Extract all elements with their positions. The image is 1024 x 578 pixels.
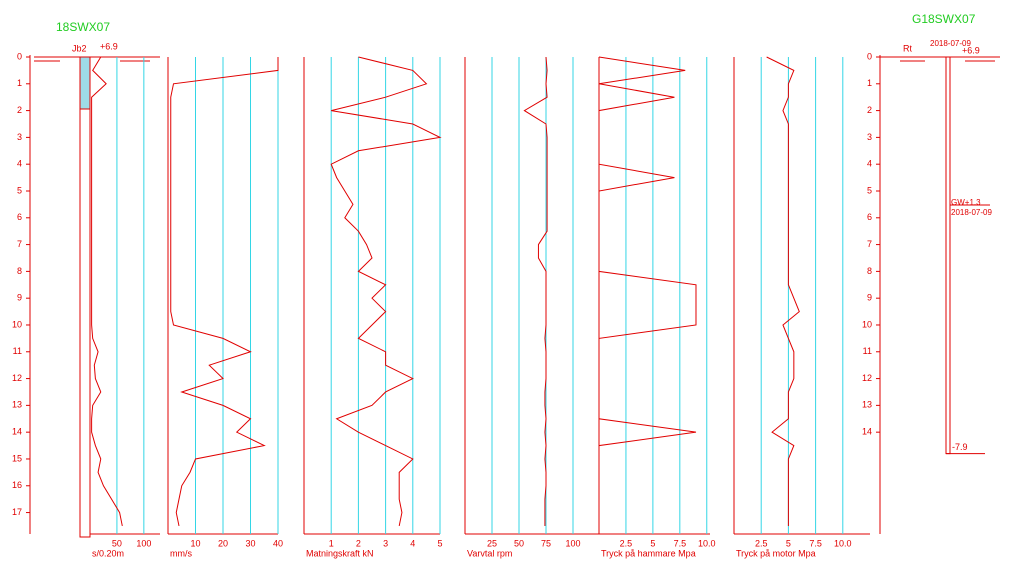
x-tick-label: 30 [245, 538, 255, 548]
ground-lines [34, 56, 1000, 538]
title-right: G18SWX07 [912, 12, 976, 26]
depth-tick-label: 6 [867, 212, 872, 222]
trace [91, 56, 123, 527]
depth-tick-label: 0 [17, 51, 22, 61]
x-tick-label: 1 [329, 538, 334, 548]
depth-tick-label: 4 [17, 159, 22, 169]
depth-tick-label: 11 [13, 346, 22, 356]
trace [523, 56, 548, 526]
x-tick-label: 5 [437, 538, 442, 548]
x-axis-label: Tryck på motor Mpa [736, 548, 816, 558]
depth-tick-label: 13 [862, 400, 872, 410]
x-tick-label: 75 [541, 538, 551, 548]
x-tick-label: 40 [273, 538, 283, 548]
x-tick-label: 4 [410, 538, 415, 548]
x-tick-label: 5 [786, 538, 791, 548]
level-label: +6.9 [100, 41, 118, 51]
depth-tick-label: 9 [867, 293, 872, 303]
depth-tick-label: 17 [12, 507, 22, 517]
x-tick-label: 7.5 [674, 538, 687, 548]
depth-tick-label: 11 [863, 346, 872, 356]
depth-tick-label: 3 [17, 132, 22, 142]
method-label: Rt [903, 43, 912, 53]
trace [766, 56, 800, 526]
x-tick-label: 25 [487, 538, 497, 548]
title-left: 18SWX07 [56, 20, 110, 34]
depth-tick-label: 7 [17, 239, 22, 249]
trace [330, 56, 442, 527]
x-axis-label: mm/s [170, 548, 192, 558]
depth-tick-label: 12 [12, 373, 22, 383]
depth-tick-label: 1 [17, 78, 22, 88]
depth-tick-label: 7 [867, 239, 872, 249]
bottom-label: -7.9 [952, 442, 968, 452]
depth-tick-label: 12 [862, 373, 872, 383]
method-label: Jb2 [72, 43, 87, 53]
x-tick-label: 20 [218, 538, 228, 548]
borehole-column [945, 56, 951, 455]
x-tick-label: 10 [190, 538, 200, 548]
trace [598, 56, 697, 526]
depth-tick-label: 13 [12, 400, 22, 410]
x-tick-label: 2.5 [755, 538, 768, 548]
depth-tick-label: 8 [867, 266, 872, 276]
depth-tick-label: 16 [12, 480, 22, 490]
x-tick-label: 50 [514, 538, 524, 548]
depth-tick-label: 6 [17, 212, 22, 222]
depth-tick-label: 15 [12, 453, 22, 463]
depth-tick-label: 2 [17, 105, 22, 115]
gw-label: GW+1.3 [951, 198, 981, 207]
depth-tick-label: 4 [867, 159, 872, 169]
trace [170, 57, 279, 527]
depth-tick-label: 0 [867, 51, 872, 61]
x-axis-label: s/0.20m [92, 548, 124, 558]
date-label: 2018-07-09 [930, 39, 971, 48]
x-tick-label: 2.5 [620, 538, 633, 548]
depth-tick-label: 10 [12, 319, 22, 329]
x-tick-label: 7.5 [809, 538, 822, 548]
x-axis-label: Tryck på hammare Mpa [601, 548, 696, 558]
x-tick-label: 5 [650, 538, 655, 548]
x-tick-label: 10.0 [834, 538, 852, 548]
depth-tick-label: 14 [12, 427, 22, 437]
gw-date: 2018-07-09 [951, 208, 992, 217]
depth-tick-label: 9 [17, 293, 22, 303]
depth-tick-label: 2 [867, 105, 872, 115]
level-label: +6.9 [962, 45, 980, 55]
x-tick-label: 10.0 [698, 538, 716, 548]
depth-tick-label: 1 [867, 78, 872, 88]
x-tick-label: 3 [383, 538, 388, 548]
x-axis-label: Matningskraft kN [306, 548, 374, 558]
depth-tick-label: 14 [862, 427, 872, 437]
depth-tick-label: 10 [862, 319, 872, 329]
depth-tick-label: 3 [867, 132, 872, 142]
x-tick-label: 2 [356, 538, 361, 548]
x-axis-label: Varvtal rpm [467, 548, 512, 558]
depth-tick-label: 5 [17, 185, 22, 195]
x-tick-label: 50 [112, 538, 122, 548]
x-tick-label: 100 [565, 538, 580, 548]
x-tick-label: 100 [136, 538, 151, 548]
depth-tick-label: 5 [867, 185, 872, 195]
depth-tick-label: 8 [17, 266, 22, 276]
